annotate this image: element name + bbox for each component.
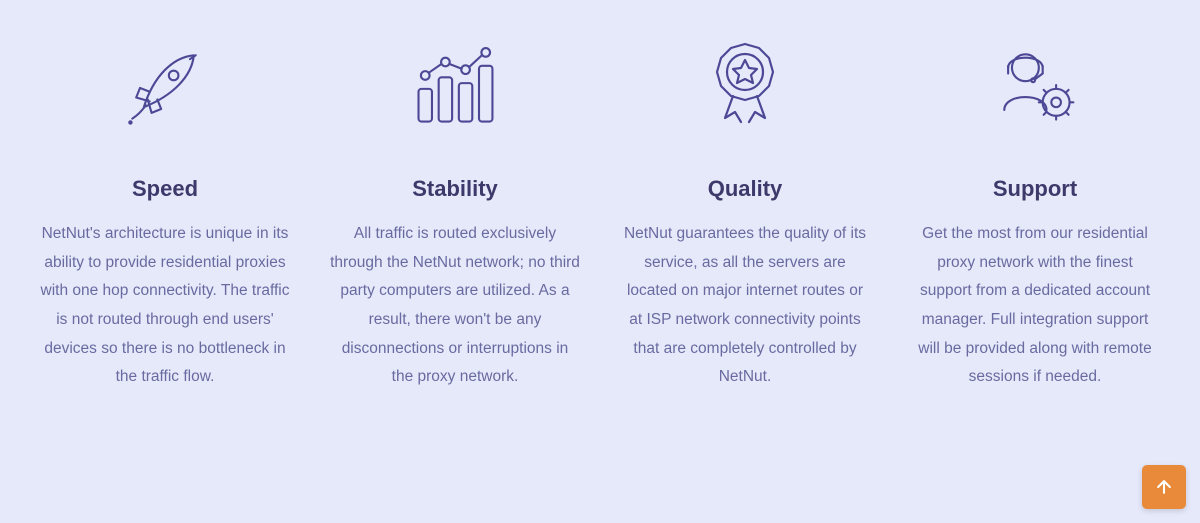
feature-quality: Quality NetNut guarantees the quality of… bbox=[620, 36, 870, 392]
feature-desc: NetNut guarantees the quality of its ser… bbox=[620, 220, 870, 392]
scroll-to-top-button[interactable] bbox=[1142, 465, 1186, 509]
chart-icon bbox=[330, 36, 580, 136]
feature-support: Support Get the most from our residentia… bbox=[910, 36, 1160, 392]
rocket-icon bbox=[40, 36, 290, 136]
feature-speed: Speed NetNut's architecture is unique in… bbox=[40, 36, 290, 392]
feature-title: Quality bbox=[620, 176, 870, 202]
features-row: Speed NetNut's architecture is unique in… bbox=[0, 0, 1200, 392]
feature-stability: Stability All traffic is routed exclusiv… bbox=[330, 36, 580, 392]
feature-title: Speed bbox=[40, 176, 290, 202]
feature-desc: All traffic is routed exclusively throug… bbox=[330, 220, 580, 392]
arrow-up-icon bbox=[1154, 477, 1174, 497]
support-icon bbox=[910, 36, 1160, 136]
feature-desc: Get the most from our residential proxy … bbox=[910, 220, 1160, 392]
feature-desc: NetNut's architecture is unique in its a… bbox=[40, 220, 290, 392]
badge-icon bbox=[620, 36, 870, 136]
feature-title: Support bbox=[910, 176, 1160, 202]
feature-title: Stability bbox=[330, 176, 580, 202]
